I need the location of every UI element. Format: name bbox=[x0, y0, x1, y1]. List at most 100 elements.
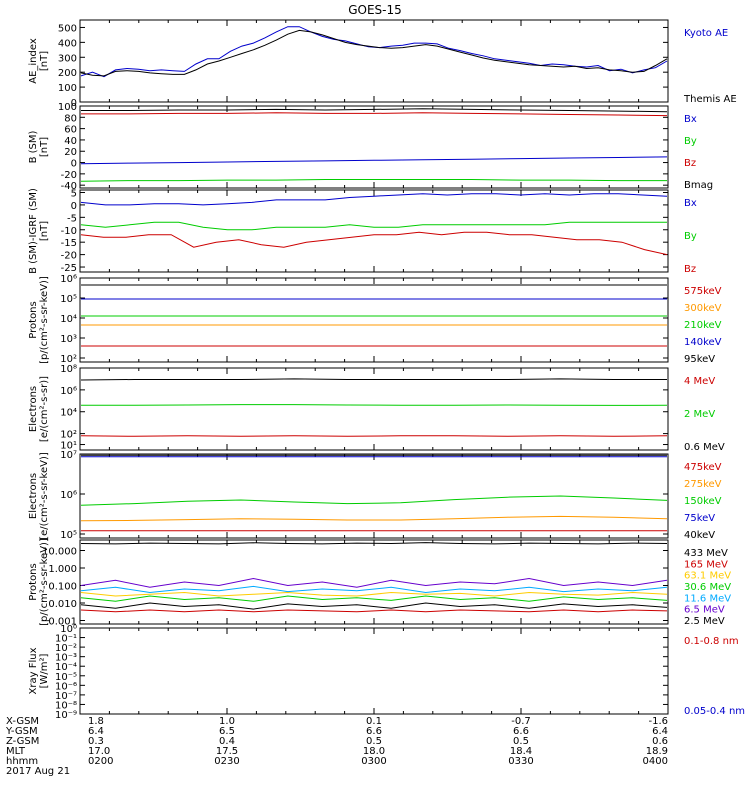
legend-entry: 75keV bbox=[684, 513, 715, 524]
y-tick-label: 200 bbox=[58, 68, 77, 79]
y-axis-label-line: B (SM)-IGRF (SM) bbox=[28, 188, 39, 274]
y-axis-label: B (SM)[nT] bbox=[28, 130, 50, 163]
orbit-row-label: hhmm bbox=[6, 756, 38, 767]
legend-entry: 300keV bbox=[684, 303, 722, 314]
orbit-cell: -1.6 bbox=[648, 716, 668, 727]
legend-entry: 433 MeV bbox=[684, 548, 728, 559]
series-line-bz bbox=[80, 231, 668, 256]
y-tick-label: 10⁶ bbox=[60, 490, 77, 501]
series-line-63-1-mev bbox=[80, 591, 668, 597]
y-tick-label: 0 bbox=[71, 159, 77, 170]
legend-entry: 4 MeV bbox=[684, 376, 715, 387]
y-tick-label: 10⁰ bbox=[60, 624, 77, 635]
y-tick-label: 10⁶ bbox=[60, 386, 77, 397]
legend-entry: 0.6 MeV bbox=[684, 442, 725, 453]
series-line-11-6-mev bbox=[80, 585, 668, 594]
orbit-cell: 0.1 bbox=[366, 716, 382, 727]
orbit-row-label: Y-GSM bbox=[5, 726, 38, 737]
y-axis-label-line: B (SM) bbox=[28, 130, 39, 163]
y-tick-label: -10 bbox=[61, 226, 77, 237]
panel-frame bbox=[79, 627, 669, 715]
series-line-bx bbox=[80, 156, 668, 165]
y-tick-label: 10⁵ bbox=[60, 530, 77, 541]
orbit-cell: 6.4 bbox=[88, 726, 104, 737]
legend-entry: Kyoto AE bbox=[684, 28, 728, 39]
orbit-cell: 17.5 bbox=[216, 746, 238, 757]
y-tick-label: 10³ bbox=[60, 334, 77, 345]
legend-entry: 0.1-0.8 nm bbox=[684, 636, 739, 647]
y-tick-label: 10⁸ bbox=[60, 364, 77, 375]
y-tick-label: 40 bbox=[64, 136, 77, 147]
orbit-cell: 0.5 bbox=[366, 736, 382, 747]
series-line-6-5-mev bbox=[80, 577, 668, 588]
legend-entry: Bmag bbox=[684, 180, 713, 191]
y-tick-label: 10⁻² bbox=[55, 643, 77, 654]
y-tick-label: 10⁵ bbox=[60, 294, 77, 305]
panel-frame bbox=[79, 453, 669, 539]
series-line-0-6-mev bbox=[80, 378, 667, 381]
y-tick-label: -20 bbox=[61, 170, 77, 181]
orbit-cell: 18.0 bbox=[363, 746, 385, 757]
legend-entry: Bx bbox=[684, 114, 697, 125]
orbit-cell: -0.7 bbox=[511, 716, 531, 727]
y-axis-label-line: [e/(cm²-s-sr)] bbox=[39, 376, 50, 442]
y-axis-label: B (SM)-IGRF (SM)[nT] bbox=[28, 188, 50, 274]
panel-frame bbox=[79, 277, 669, 363]
legend-entry: 575keV bbox=[684, 286, 722, 297]
y-tick-label: 500 bbox=[58, 23, 77, 34]
plot-date: 2017 Aug 21 bbox=[6, 766, 70, 777]
y-tick-label: -5 bbox=[67, 213, 77, 224]
orbit-cell: 0230 bbox=[214, 756, 239, 767]
y-tick-label: -15 bbox=[61, 238, 77, 249]
y-axis-label-line: [W/m²] bbox=[39, 653, 50, 688]
y-tick-label: 10⁻⁵ bbox=[55, 672, 77, 683]
series-line-bmag bbox=[81, 108, 668, 113]
legend-entry: 63.1 MeV bbox=[684, 571, 731, 582]
legend-entry: 275keV bbox=[684, 479, 722, 490]
orbit-cell: 1.8 bbox=[88, 716, 104, 727]
orbit-cell: 0.5 bbox=[513, 736, 529, 747]
y-axis-label-line: Protons bbox=[28, 563, 39, 600]
y-axis-label-line: AE_index bbox=[28, 38, 39, 84]
legend-entry: 0.05-0.4 nm bbox=[684, 706, 745, 717]
legend-entry: 140keV bbox=[684, 337, 722, 348]
y-tick-label: 100 bbox=[58, 83, 77, 94]
panel-frame bbox=[79, 367, 669, 451]
legend-entry: 11.6 MeV bbox=[684, 593, 731, 604]
series-line-by bbox=[80, 179, 667, 182]
y-tick-label: 0 bbox=[71, 201, 77, 212]
y-tick-label: 10⁴ bbox=[60, 314, 77, 325]
panel-frame bbox=[79, 105, 669, 189]
y-tick-label: 10⁻⁴ bbox=[55, 662, 77, 673]
orbit-cell: 0.3 bbox=[88, 736, 104, 747]
y-axis-label-line: [e/(cm²-s-sr-keV)] bbox=[39, 452, 50, 540]
panel-4: 10² 10³ 10⁴ 10⁵ 10⁶ Protons[p/(cm²-s-sr-keV)]… bbox=[28, 274, 722, 365]
y-tick-label: 20 bbox=[64, 147, 77, 158]
series-line-30-6-mev bbox=[80, 595, 668, 602]
series-line-4-mev bbox=[80, 435, 668, 437]
series-line-433-mev bbox=[80, 542, 668, 545]
panel-1: 0 100 200 300 400 500 AE_index[nT] Kyoto AE Them… bbox=[28, 19, 737, 109]
y-tick-label: 300 bbox=[58, 53, 77, 64]
y-tick-label: 0.001 bbox=[48, 617, 77, 628]
y-axis-label-line: Electrons bbox=[28, 473, 39, 519]
panel-6: 10⁵ 10⁶ 10⁷ Electrons[e/(cm²-s-sr-keV)] 475k… bbox=[28, 450, 722, 541]
y-axis-label-line: Electrons bbox=[28, 386, 39, 432]
legend-entry: Bx bbox=[684, 198, 697, 209]
y-tick-label: 0.010 bbox=[48, 599, 77, 610]
orbit-cell: 0.4 bbox=[219, 736, 235, 747]
y-tick-label: 0.100 bbox=[48, 582, 77, 593]
y-tick-label: 1.000 bbox=[48, 564, 77, 575]
legend-entry: Bz bbox=[684, 264, 696, 275]
orbit-cell: 6.4 bbox=[652, 726, 668, 737]
y-axis-label-line: [nT] bbox=[39, 137, 50, 157]
series-line-kyoto-ae bbox=[80, 26, 668, 78]
legend-entry: Themis AE bbox=[683, 94, 737, 105]
y-tick-label: 5 bbox=[71, 188, 77, 199]
orbit-cell: 18.4 bbox=[510, 746, 532, 757]
orbit-row-label: MLT bbox=[6, 746, 26, 757]
